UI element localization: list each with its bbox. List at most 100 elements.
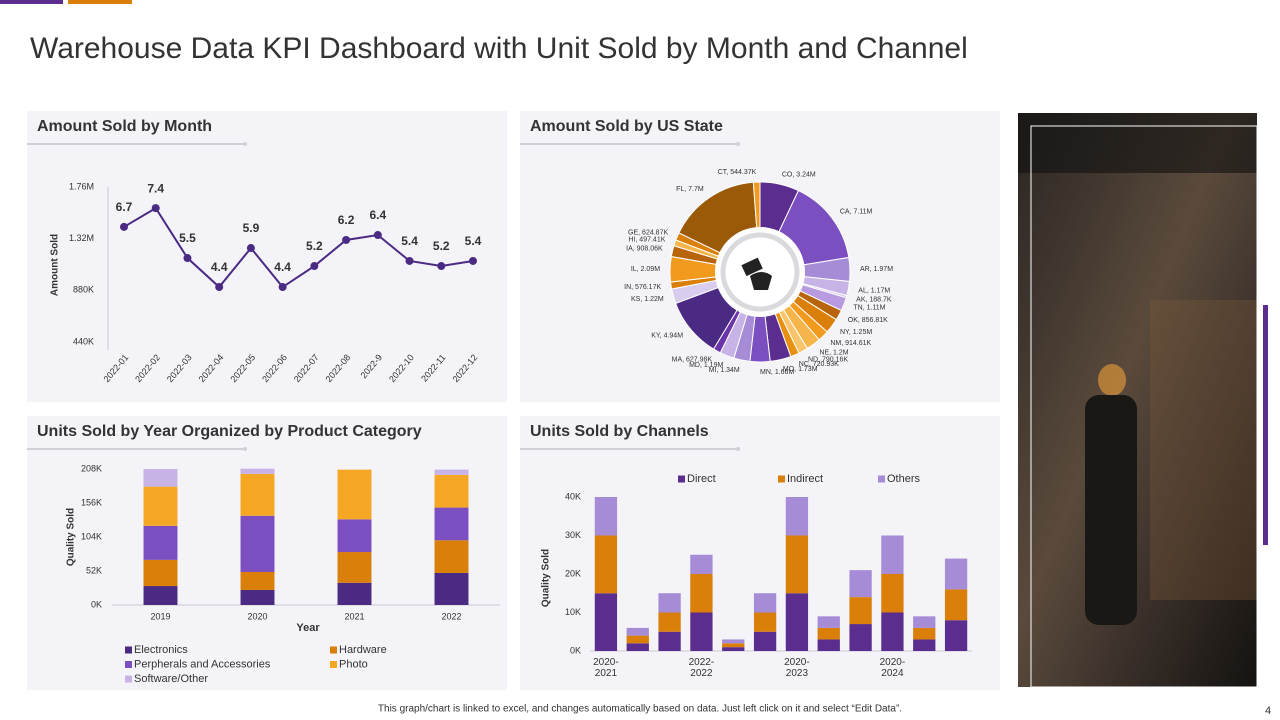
y-tick-label: 156K: [81, 497, 102, 507]
bar-segment: [240, 589, 275, 605]
bar-segment: [881, 535, 904, 574]
bar-segment: [785, 593, 809, 651]
point-label: 5.4: [401, 234, 418, 248]
x-tick-label: 2022- 2022: [688, 657, 715, 679]
bar-segment: [594, 535, 618, 594]
photo: [1018, 113, 1257, 687]
bar-segment: [658, 631, 681, 651]
y-tick-label: 30K: [565, 530, 581, 540]
slice-label: KS, 1.22M: [631, 296, 664, 303]
point-label: 5.9: [243, 221, 260, 235]
accent-bar: [68, 0, 132, 4]
slice-label: TN, 1.11M: [853, 305, 885, 312]
line-series: [123, 206, 474, 289]
bar-segment: [913, 616, 936, 628]
bar-segment: [434, 572, 469, 605]
bar-segment: [881, 574, 904, 613]
bar-segment: [337, 582, 372, 605]
slice-label: NM, 914.61K: [830, 340, 871, 347]
slice-label: MD, 1.19M: [689, 362, 723, 369]
x-tick-label: 2022: [441, 611, 461, 621]
bar-segment: [337, 519, 372, 553]
bar-segment: [753, 631, 777, 651]
slice-label: FL, 7.7M: [676, 186, 704, 193]
bar-segment: [690, 612, 713, 651]
bar-segment: [594, 593, 618, 651]
point: [373, 231, 382, 240]
y-tick-label: 20K: [565, 568, 581, 578]
photo-figure: [1085, 395, 1137, 625]
legend-label: Photo: [339, 658, 368, 670]
bar-segment: [849, 597, 872, 625]
slice-label: MN, 1.66M: [760, 369, 794, 376]
bar-segment: [143, 559, 178, 587]
bar-segment: [785, 535, 809, 594]
bar-segment: [658, 612, 681, 632]
legend-label: Indirect: [787, 473, 823, 485]
point-label: 6.7: [116, 200, 133, 214]
bar-segment: [626, 627, 649, 636]
slice-label: IL, 2.09M: [631, 266, 660, 273]
slice-label: NC, 720.93K: [799, 361, 839, 368]
slice-label: KY, 4.94M: [651, 333, 683, 340]
slice-label: MO, 1.73M: [783, 366, 818, 373]
accent-bar: [0, 0, 63, 4]
photo-shade: [1018, 113, 1257, 173]
slice-label: AR, 1.97M: [860, 266, 893, 273]
y-tick-label: 1.76M: [69, 181, 94, 191]
bar-segment: [240, 468, 275, 474]
point-label: 7.4: [147, 181, 164, 195]
y-axis-label: Quality Sold: [66, 508, 77, 566]
y-axis-label: Quality Sold: [541, 549, 552, 607]
bar-segment: [143, 486, 178, 526]
legend-label: Others: [887, 473, 921, 485]
legend-swatch: [125, 675, 132, 683]
slice-label: IN, 576.17K: [624, 284, 661, 291]
slice-label: NY, 1.25M: [840, 329, 872, 336]
bar-segment: [881, 612, 904, 651]
bar-segment: [722, 639, 745, 644]
x-tick-label: 2021: [344, 611, 364, 621]
photo-figure: [1098, 364, 1126, 396]
point-label: 6.4: [369, 208, 386, 222]
slice-label: CT, 544.37K: [718, 169, 757, 176]
slide-title: Warehouse Data KPI Dashboard with Unit S…: [30, 32, 968, 65]
bar-segment: [626, 643, 649, 651]
bar-segment: [434, 474, 469, 508]
slice-label: HI, 497.41K: [628, 236, 665, 243]
legend-swatch: [330, 646, 337, 654]
bar-segment: [434, 469, 469, 475]
y-tick-label: 880K: [73, 285, 94, 295]
icon-ring: [720, 232, 800, 312]
bar-segment: [913, 627, 936, 640]
point-label: 5.2: [433, 239, 450, 253]
bar-segment: [690, 554, 713, 574]
bar-segment: [817, 639, 840, 651]
x-tick-label: 2020- 2023: [784, 657, 810, 679]
slice-label: AL, 1.17M: [858, 287, 890, 294]
slice-label: OK, 856.81K: [848, 317, 888, 324]
bar-segment: [690, 574, 713, 613]
y-tick-label: 40K: [565, 491, 581, 501]
point: [405, 256, 414, 265]
footer-note: This graph/chart is linked to excel, and…: [378, 704, 902, 715]
underline-dot: [736, 142, 740, 146]
bar-segment: [240, 571, 275, 590]
legend-swatch: [125, 646, 132, 654]
legend-swatch: [678, 475, 685, 483]
point-label: 5.5: [179, 231, 196, 245]
panel-title: Amount Sold by US State: [530, 118, 723, 135]
point: [120, 222, 128, 231]
bar-segment: [817, 627, 840, 640]
page-number: 4: [1265, 705, 1271, 717]
legend-label: Software/Other: [134, 673, 208, 685]
panel-title: Units Sold by Channels: [530, 423, 709, 440]
bar-segment: [913, 639, 936, 651]
point: [215, 283, 224, 292]
bar-segment: [722, 647, 745, 651]
x-tick-label: 2019: [150, 611, 170, 621]
underline-dot: [736, 447, 740, 451]
point: [342, 235, 351, 244]
bar-segment: [944, 620, 968, 651]
